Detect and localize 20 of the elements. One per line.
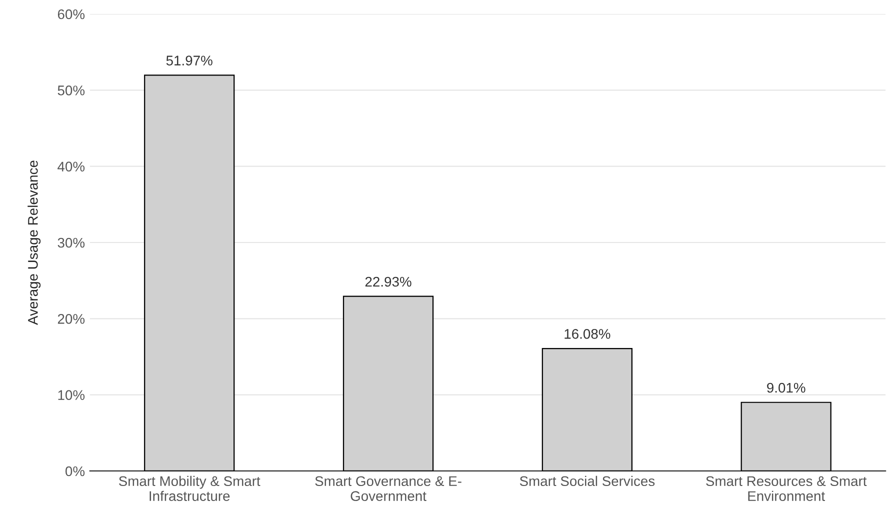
y-tick-label: 30%	[58, 238, 85, 248]
y-tick-label: 50%	[58, 86, 85, 96]
bar	[542, 348, 632, 471]
x-tick-label: Smart Governance & E-Government	[315, 476, 462, 502]
data-label: 9.01%	[767, 382, 806, 393]
x-tick-label: Smart Mobility & Smart Infrastructure	[118, 476, 260, 502]
y-tick-label: 20%	[58, 314, 85, 324]
x-tick-label: Smart Social Services	[520, 476, 655, 486]
data-label: 22.93%	[365, 276, 412, 287]
x-tick-label: Smart Resources & Smart Environment	[706, 476, 867, 502]
y-tick-label: 10%	[58, 390, 85, 400]
bar	[342, 296, 434, 471]
bar	[144, 74, 235, 471]
y-axis-title: Average Usage Relevance	[28, 160, 41, 325]
data-label: 16.08%	[564, 328, 610, 339]
y-tick-label: 0%	[66, 466, 85, 476]
data-label: 51.97%	[166, 56, 212, 66]
y-tick-label: 40%	[58, 162, 85, 172]
y-tick-label: 60%	[58, 9, 85, 20]
bar	[740, 402, 832, 471]
